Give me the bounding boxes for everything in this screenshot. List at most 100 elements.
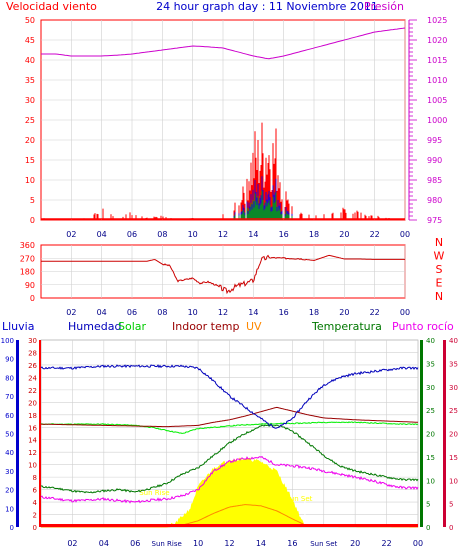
- compass-label: N: [435, 290, 443, 303]
- wind-axis-tick: 10: [25, 176, 35, 185]
- temp-axis-bar: [39, 340, 41, 527]
- pressure-axis-tick: 1010: [427, 76, 447, 85]
- humidity-axis-bar: [16, 340, 19, 527]
- wind-axis-tick: 15: [25, 156, 35, 165]
- sun-set-annotation: Sun Set: [285, 495, 312, 503]
- weather-x-tick: 10: [193, 539, 203, 548]
- humidity-axis-tick: 10: [5, 505, 14, 513]
- chart-title: 24 hour graph day : 11 Noviembre 2011: [156, 0, 378, 13]
- rain-label: Lluvia: [2, 320, 34, 333]
- weather-x-tick: Sun Set: [310, 540, 337, 548]
- uv-label: UV: [246, 320, 262, 333]
- direction-axis-tick: 270: [20, 254, 35, 263]
- pressure-axis-tick: 1015: [427, 56, 447, 65]
- temp-axis-tick: 22: [28, 387, 37, 395]
- temp-axis-tick: 14: [28, 437, 37, 445]
- direction-x-tick: 20: [339, 308, 349, 317]
- direction-x-tick: 06: [127, 308, 137, 317]
- temperature-label: Temperatura: [311, 320, 382, 333]
- wind-x-tick: 08: [157, 230, 167, 239]
- humidity-axis-tick: 40: [5, 449, 14, 457]
- temperature-line: [40, 423, 419, 494]
- dewpoint-axis-tick: 25: [449, 407, 458, 415]
- solar-label: Solar: [118, 320, 147, 333]
- temp-axis-tick: 4: [33, 499, 38, 507]
- wind-x-tick: 12: [218, 230, 228, 239]
- direction-x-tick: 10: [188, 308, 198, 317]
- direction-axis-tick: 0: [30, 294, 35, 303]
- dewpoint-axis-tick: 35: [449, 360, 458, 368]
- wind-x-tick: 10: [188, 230, 198, 239]
- wind-x-tick: 06: [127, 230, 137, 239]
- humidity-line: [40, 364, 419, 429]
- dewpoint-axis-tick: 10: [449, 477, 458, 485]
- wind-axis-tick: 40: [25, 56, 35, 65]
- dewpoint-axis-tick: 15: [449, 454, 458, 462]
- humidity-axis-tick: 60: [5, 412, 14, 420]
- temp-axis-tick: 24: [28, 374, 37, 382]
- direction-x-tick: 14: [248, 308, 258, 317]
- wind-axis-tick: 45: [25, 36, 35, 45]
- dewpoint-label: Punto rocío: [392, 320, 454, 333]
- sun-rise-annotation: Sun Rise: [139, 489, 169, 497]
- temp-axis-tick: 26: [28, 362, 37, 370]
- humidity-axis-tick: 20: [5, 487, 14, 495]
- rain-bar: [41, 524, 418, 527]
- compass-label: E: [436, 277, 443, 290]
- weather-x-tick: 14: [256, 539, 266, 548]
- humidity-axis-tick: 70: [5, 393, 14, 401]
- wind-x-tick: 02: [66, 230, 76, 239]
- wind-axis-tick: 30: [25, 96, 35, 105]
- humidity-axis-tick: 100: [1, 337, 14, 345]
- pressure-axis-tick: 985: [427, 176, 442, 185]
- temperature-axis-tick: 25: [426, 407, 435, 415]
- temperature-axis-tick: 15: [426, 454, 435, 462]
- pressure-axis-tick: 1000: [427, 116, 447, 125]
- direction-axis-tick: 360: [20, 241, 35, 250]
- temp-axis-tick: 2: [33, 512, 37, 520]
- humidity-axis-tick: 50: [5, 431, 14, 439]
- pressure-axis-tick: 990: [427, 156, 442, 165]
- temperature-axis-bar: [420, 340, 423, 527]
- pressure-title: Presión: [364, 0, 404, 13]
- temp-axis-tick: 28: [28, 349, 37, 357]
- humidity-axis-tick: 80: [5, 374, 14, 382]
- compass-label: W: [434, 250, 445, 263]
- wind-axis-tick: 20: [25, 136, 35, 145]
- dewpoint-axis-tick: 40: [449, 337, 458, 345]
- temp-axis-tick: 6: [33, 487, 38, 495]
- wind-x-tick: 14: [248, 230, 258, 239]
- wind-direction-line: [41, 254, 405, 295]
- temperature-axis-tick: 0: [426, 524, 430, 532]
- weather-x-tick: Sun Rise: [152, 540, 182, 548]
- temp-axis-tick: 20: [28, 399, 37, 407]
- direction-x-tick: 08: [157, 308, 167, 317]
- dewpoint-axis-tick: 0: [449, 524, 453, 532]
- temperature-axis-tick: 40: [426, 337, 435, 345]
- humidity-axis-tick: 0: [10, 524, 14, 532]
- pressure-axis-tick: 1020: [427, 36, 447, 45]
- wind-x-tick: 00: [400, 230, 410, 239]
- wind-x-tick: 20: [339, 230, 349, 239]
- temp-axis-tick: 0: [33, 524, 37, 532]
- weather-x-tick: 20: [350, 539, 360, 548]
- direction-x-tick: 04: [97, 308, 107, 317]
- compass-label: N: [435, 236, 443, 249]
- weather-x-tick: 00: [413, 539, 423, 548]
- wind-x-tick: 16: [279, 230, 289, 239]
- temperature-axis-tick: 5: [426, 501, 430, 509]
- pressure-axis-tick: 995: [427, 136, 442, 145]
- dewpoint-axis-tick: 30: [449, 384, 458, 392]
- direction-axis-tick: 90: [25, 281, 35, 290]
- weather-x-tick: 06: [130, 539, 140, 548]
- temperature-axis-tick: 20: [426, 431, 435, 439]
- direction-x-tick: 18: [309, 308, 319, 317]
- dewpoint-line: [40, 455, 419, 504]
- direction-x-tick: 12: [218, 308, 228, 317]
- dewpoint-axis-bar: [443, 340, 446, 527]
- pressure-line: [41, 27, 406, 60]
- pressure-axis-tick: 980: [427, 196, 442, 205]
- weather-x-tick: 22: [381, 539, 391, 548]
- wind-axis-tick: 50: [25, 16, 35, 25]
- temp-axis-tick: 30: [28, 337, 37, 345]
